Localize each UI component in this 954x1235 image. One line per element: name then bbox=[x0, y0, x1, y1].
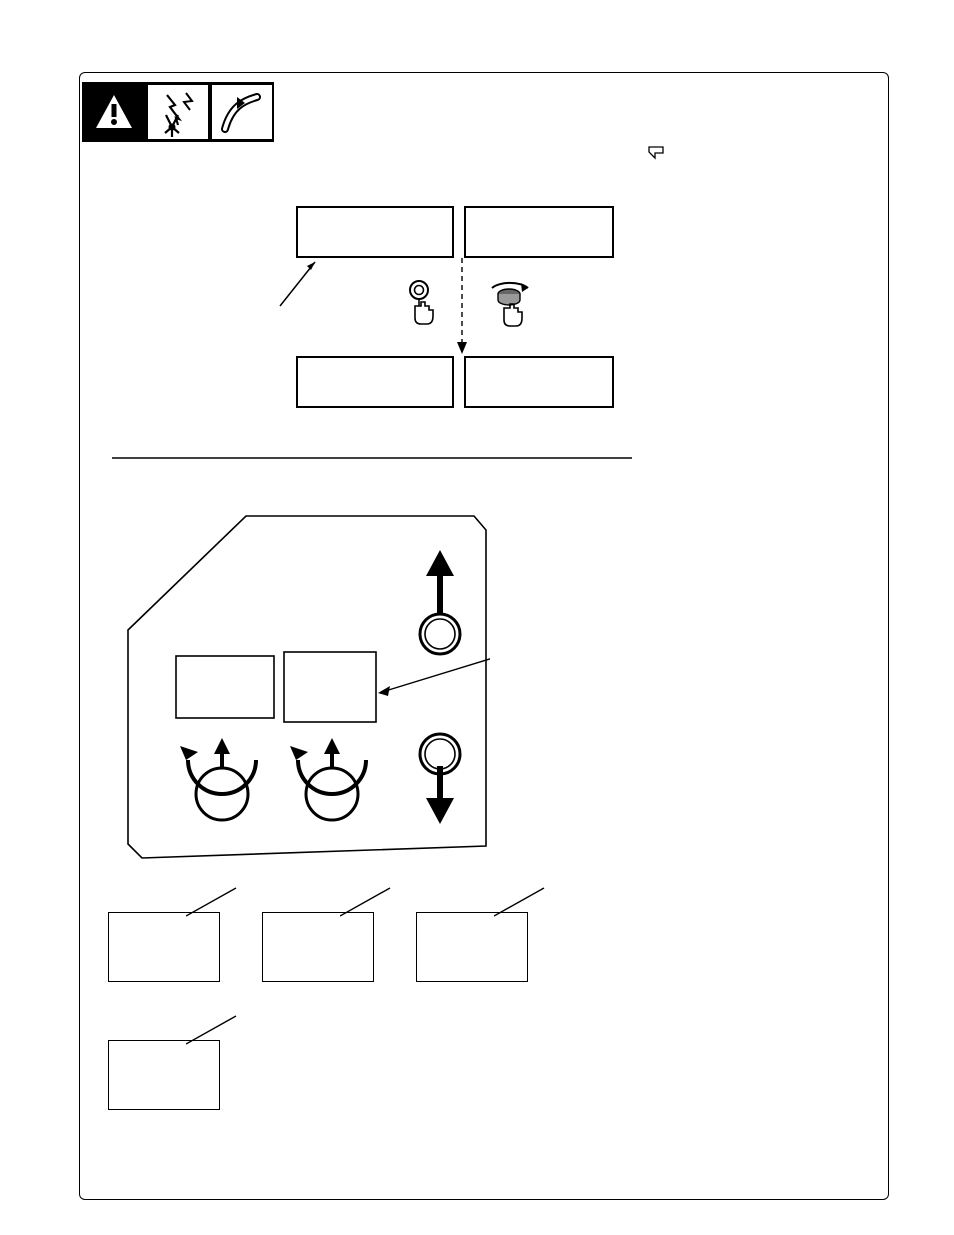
flow-arrow-down bbox=[456, 258, 468, 358]
display-box-top-left bbox=[296, 206, 454, 258]
status-box-3 bbox=[416, 912, 528, 982]
turn-knob-icon bbox=[480, 274, 538, 338]
safety-icon-strip bbox=[82, 82, 274, 142]
status-callout-2 bbox=[340, 886, 400, 920]
control-panel bbox=[126, 510, 490, 860]
moving-parts-icon bbox=[212, 85, 272, 139]
shock-hazard-icon bbox=[148, 85, 208, 139]
status-callout-1 bbox=[186, 886, 246, 920]
display-box-bottom-right bbox=[464, 356, 614, 408]
status-callout-4 bbox=[186, 1014, 246, 1048]
status-box-2 bbox=[262, 912, 374, 982]
pointer-glyph-icon bbox=[648, 146, 666, 160]
warning-triangle-icon bbox=[84, 85, 144, 139]
push-button-icon bbox=[396, 278, 442, 338]
display-box-top-right bbox=[464, 206, 614, 258]
display-box-bottom-left bbox=[296, 356, 454, 408]
status-box-4 bbox=[108, 1040, 220, 1110]
status-callout-3 bbox=[494, 886, 554, 920]
status-box-1 bbox=[108, 912, 220, 982]
section-divider bbox=[112, 456, 632, 460]
callout-arrow-top bbox=[277, 256, 337, 316]
